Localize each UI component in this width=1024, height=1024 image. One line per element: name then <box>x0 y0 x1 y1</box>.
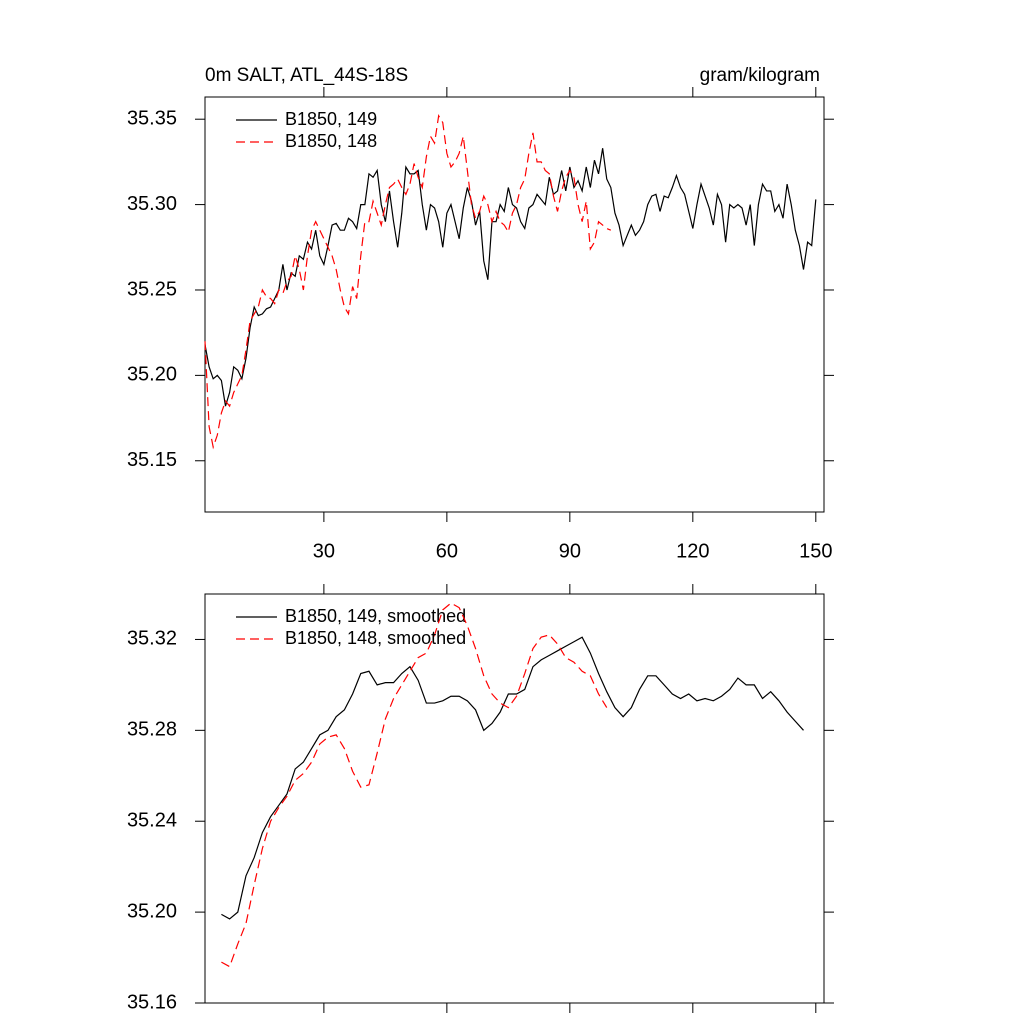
x-tick-label: 30 <box>313 540 335 562</box>
data-line <box>204 114 612 450</box>
x-tick-label: 120 <box>676 540 709 562</box>
y-tick-label: 35.24 <box>127 810 177 832</box>
legend-label: B1850, 149 <box>285 109 377 129</box>
y-tick-label: 35.25 <box>127 278 177 300</box>
y-tick-label: 35.30 <box>127 193 177 215</box>
x-tick-label: 90 <box>559 540 581 562</box>
y-tick-label: 35.20 <box>127 900 177 922</box>
data-line <box>221 602 608 968</box>
y-tick-label: 35.28 <box>127 719 177 741</box>
units-label: gram/kilogram <box>700 65 820 86</box>
y-tick-label: 35.15 <box>127 449 177 471</box>
data-line <box>204 148 817 407</box>
plot-frame <box>204 96 825 513</box>
y-tick-label: 35.35 <box>127 107 177 129</box>
y-tick-label: 35.16 <box>127 991 177 1013</box>
data-line <box>221 636 804 920</box>
x-tick-label: 150 <box>799 540 832 562</box>
plot-frame <box>204 593 825 1004</box>
y-tick-label: 35.32 <box>127 628 177 650</box>
y-tick-label: 35.20 <box>127 364 177 386</box>
legend-label: B1850, 148 <box>285 131 377 151</box>
x-tick-label: 60 <box>436 540 458 562</box>
legend-label: B1850, 149, smoothed <box>285 606 466 626</box>
chart-title: 0m SALT, ATL_44S-18S <box>205 65 408 86</box>
legend-label: B1850, 148, smoothed <box>285 628 466 648</box>
